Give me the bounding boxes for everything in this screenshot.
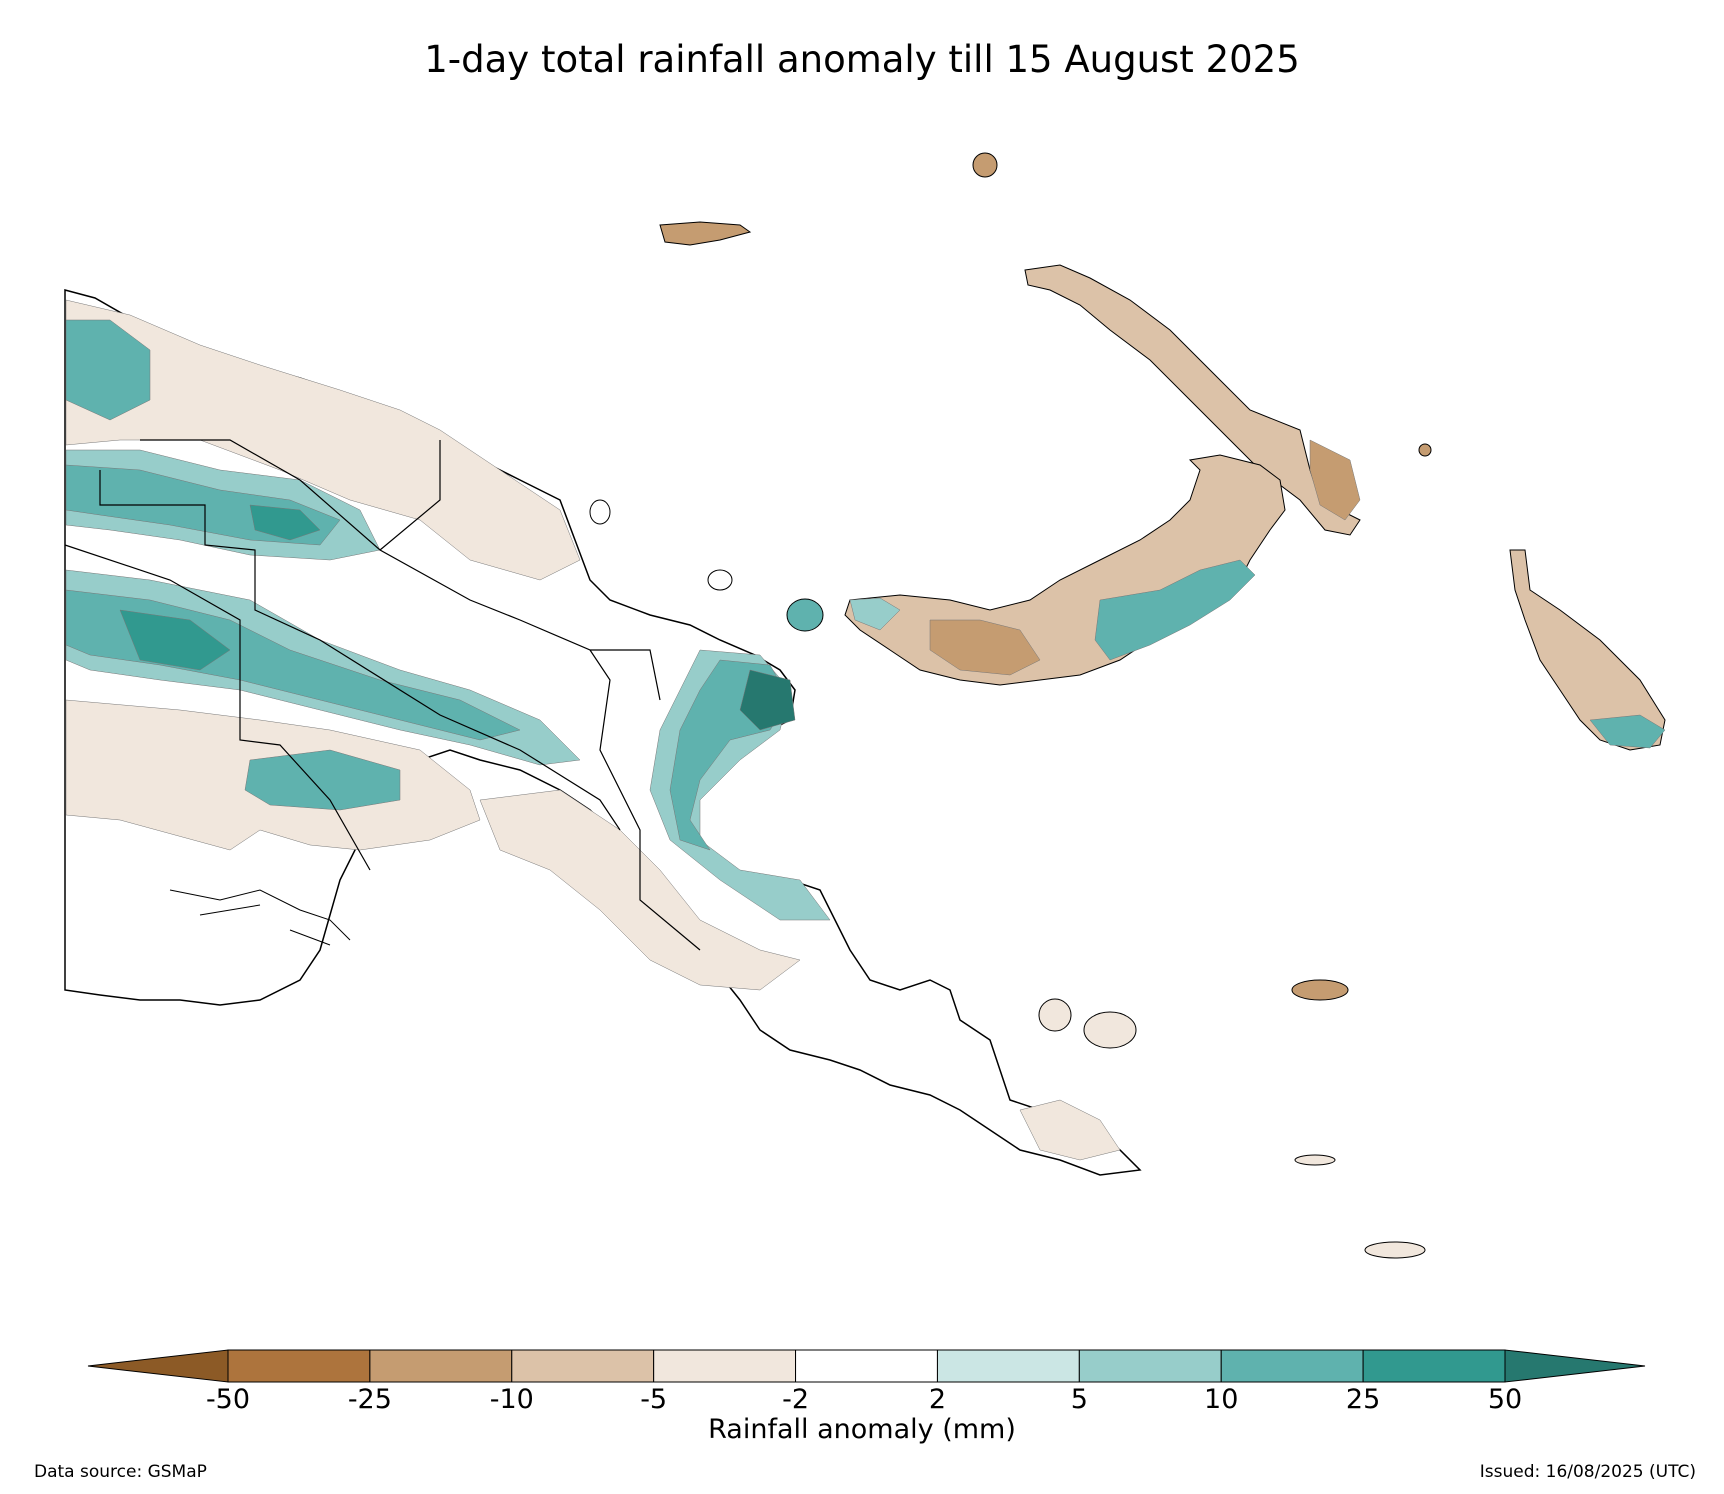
manus-island xyxy=(659,221,752,246)
colorbar-tick-label: 50 xyxy=(1487,1384,1523,1415)
new-ireland-island xyxy=(1024,264,1361,536)
long-island xyxy=(707,569,733,591)
colorbar-bin xyxy=(653,1349,797,1383)
colorbar-bin xyxy=(1362,1349,1506,1383)
dry-anomaly-papuan-tip xyxy=(1019,1099,1121,1161)
colorbar-tick-label: 5 xyxy=(1070,1384,1088,1415)
bougainville-south-wet xyxy=(1589,714,1666,749)
issued-date: Issued: 16/08/2025 (UTC) xyxy=(1479,1462,1696,1482)
umboi-island xyxy=(589,499,611,525)
colorbar-bin xyxy=(227,1349,371,1383)
wet-anomaly-northwest xyxy=(65,319,151,421)
new-ireland-south-dry xyxy=(1309,439,1361,521)
karkar-island xyxy=(786,598,824,632)
colorbar-tick-label: -5 xyxy=(640,1384,668,1415)
colorbar-arrow-high xyxy=(1504,1349,1646,1383)
rossel-island xyxy=(1364,1241,1426,1259)
wet-anomaly-highlands-peak-1 xyxy=(249,504,321,541)
sudest-island xyxy=(1294,1154,1336,1166)
fly-river-delta xyxy=(169,889,351,946)
colorbar-tick-label: 10 xyxy=(1204,1384,1239,1415)
data-source: Data source: GSMaP xyxy=(34,1462,207,1482)
mussau-island xyxy=(972,152,998,178)
colorbar-bin xyxy=(795,1349,938,1383)
new-britain-central-dry xyxy=(929,619,1041,676)
fergusson-island xyxy=(1038,998,1072,1032)
colorbar-label: Rainfall anomaly (mm) xyxy=(708,1414,1016,1445)
map-title: 1-day total rainfall anomaly till 15 Aug… xyxy=(424,38,1300,81)
colorbar-tick-label: 2 xyxy=(928,1384,947,1415)
colorbar-bin xyxy=(369,1349,513,1383)
colorbar-bin xyxy=(1220,1349,1364,1383)
province-borders xyxy=(64,439,701,951)
colorbar-tick-label: -25 xyxy=(347,1384,392,1415)
normanby-island xyxy=(1083,1011,1137,1049)
new-britain-west-wet xyxy=(849,597,901,631)
wet-anomaly-highlands-peak-2 xyxy=(119,609,231,671)
colorbar-tick-label: -2 xyxy=(782,1384,809,1415)
islands-region xyxy=(589,152,1666,1259)
colorbar-bin xyxy=(511,1349,655,1383)
colorbar-tick-label: -50 xyxy=(205,1384,251,1415)
colorbar-tick-label: -10 xyxy=(489,1384,534,1415)
woodlark-island xyxy=(1291,979,1349,1001)
mainland-region xyxy=(64,289,1142,1176)
colorbar-bin xyxy=(1078,1349,1222,1383)
colorbar-bin xyxy=(936,1349,1080,1383)
colorbar-tick-label: 25 xyxy=(1345,1384,1381,1415)
wet-anomaly-huon-peak xyxy=(739,669,796,731)
new-britain-east-wet xyxy=(1094,559,1256,661)
colorbar-arrow-low xyxy=(87,1349,229,1383)
wet-anomaly-gulf xyxy=(244,749,401,811)
emirau-island xyxy=(1418,443,1432,457)
